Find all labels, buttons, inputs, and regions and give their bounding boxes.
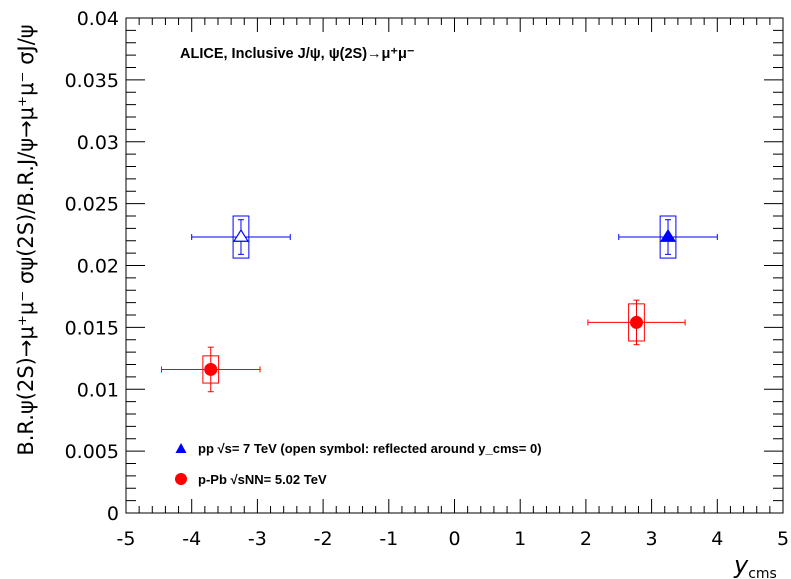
x-tick-labels: -5 -4 -3 -2 -1 0 1 2 3 4 5 bbox=[117, 528, 790, 550]
syst-box bbox=[232, 215, 250, 259]
y-tick-label: 0.02 bbox=[77, 256, 119, 278]
legend: pp √s= 7 TeV (open symbol: reflected aro… bbox=[175, 441, 542, 487]
y-tick-label: 0.035 bbox=[65, 70, 119, 92]
syst-box bbox=[659, 215, 677, 259]
y-axis-title: B.R.ψ(2S)→μ⁺μ⁻ σψ(2S)/B.R.J/ψ→μ⁺μ⁻ σJ/ψ bbox=[14, 24, 38, 455]
x-tick-label: 5 bbox=[777, 528, 789, 550]
y-tick-label: 0 bbox=[107, 503, 119, 525]
axis-ticks bbox=[125, 17, 784, 514]
x-tick-label: 0 bbox=[448, 528, 460, 550]
x-axis-title-sub: cms bbox=[748, 566, 777, 579]
x-axis-title-main: y bbox=[733, 551, 749, 579]
y-tick-label: 0.025 bbox=[65, 194, 119, 216]
legend-label-ppb: p-Pb √sNN= 5.02 TeV bbox=[198, 472, 327, 487]
legend-marker-ppb bbox=[175, 473, 187, 485]
y-tick-label: 0.01 bbox=[77, 379, 119, 401]
x-tick-label: -4 bbox=[182, 528, 201, 550]
legend-label-pp: pp √s= 7 TeV (open symbol: reflected aro… bbox=[198, 441, 542, 456]
x-tick-label: -2 bbox=[314, 528, 333, 550]
x-axis-title: ycms bbox=[733, 551, 777, 579]
data-point bbox=[587, 299, 686, 346]
syst-box bbox=[202, 355, 220, 384]
y-tick-label: 0.015 bbox=[65, 317, 119, 339]
y-tick-labels: 0 0.005 0.01 0.015 0.02 0.025 0.03 0.035 0.04 bbox=[65, 8, 119, 525]
data-point bbox=[191, 215, 291, 259]
x-tick-label: 3 bbox=[646, 528, 658, 550]
marker-triangle bbox=[659, 228, 677, 242]
syst-box bbox=[628, 303, 645, 342]
y-tick-label: 0.005 bbox=[65, 441, 119, 463]
y-tick-label: 0.04 bbox=[77, 8, 119, 30]
data-marks bbox=[160, 215, 718, 393]
data-point bbox=[618, 215, 718, 259]
x-tick-label: 4 bbox=[711, 528, 723, 550]
plot-frame bbox=[125, 17, 784, 514]
data-point bbox=[160, 346, 261, 393]
marker-circle bbox=[629, 315, 643, 329]
x-tick-label: -1 bbox=[379, 528, 398, 550]
x-tick-label: 1 bbox=[514, 528, 526, 550]
marker-triangle bbox=[232, 228, 250, 242]
x-tick-label: -3 bbox=[248, 528, 267, 550]
legend-marker-pp bbox=[175, 443, 187, 453]
chart-header: ALICE, Inclusive J/ψ, ψ(2S)→μ⁺μ⁻ bbox=[180, 46, 415, 62]
x-tick-label: 2 bbox=[580, 528, 592, 550]
marker-circle bbox=[204, 362, 218, 376]
y-tick-label: 0.03 bbox=[77, 132, 119, 154]
x-tick-label: -5 bbox=[117, 528, 136, 550]
